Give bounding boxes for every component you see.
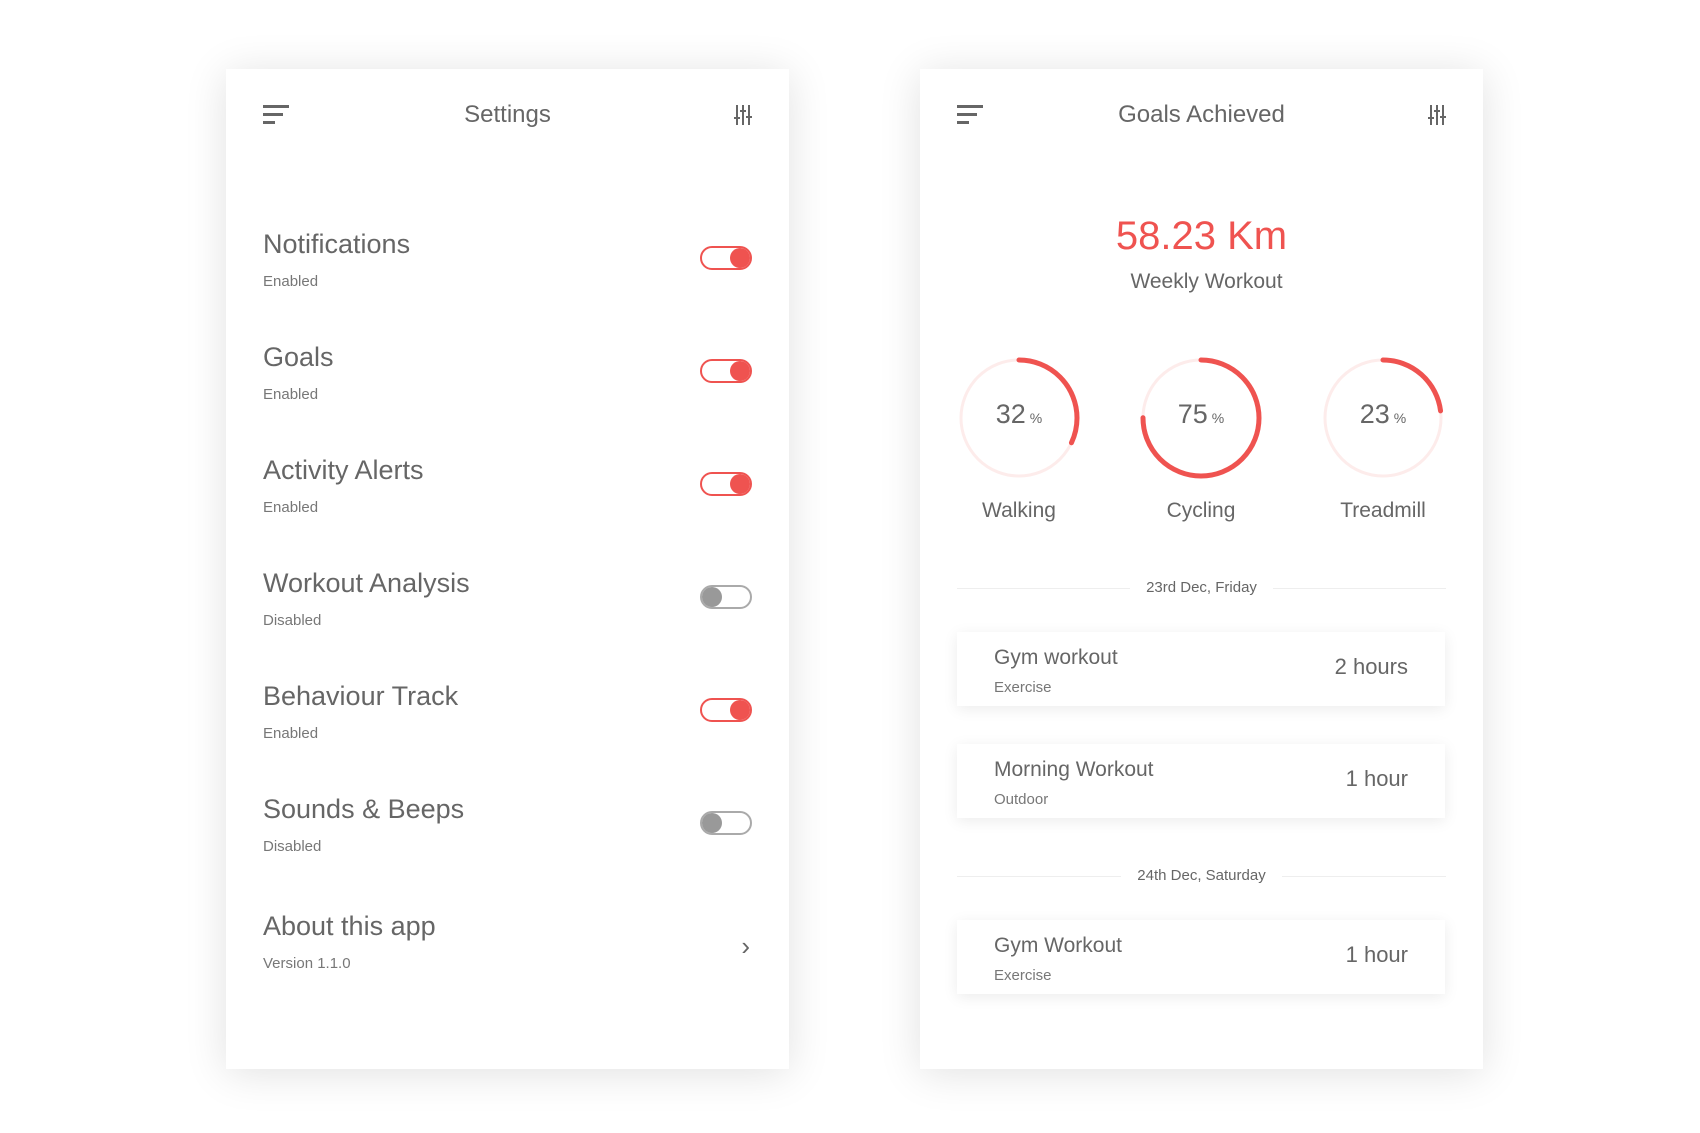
- setting-label: Activity Alerts: [263, 455, 424, 485]
- setting-toggle[interactable]: [700, 585, 752, 609]
- workout-title: Morning Workout: [994, 758, 1154, 781]
- about-app-row[interactable]: About this app Version 1.1.0 ›: [263, 911, 752, 991]
- date-divider: 23rd Dec, Friday: [957, 578, 1446, 598]
- setting-row: Behaviour Track Enabled: [263, 681, 752, 761]
- menu-icon[interactable]: [263, 105, 289, 125]
- workout-duration: 2 hours: [1334, 654, 1408, 679]
- goals-screen: Goals Achieved 58.23 Km Weekly Workout 3…: [920, 69, 1483, 1069]
- ring-label: Walking: [982, 499, 1056, 522]
- settings-screen: Settings Notifications Enabled Goals Ena…: [226, 69, 789, 1069]
- workout-card[interactable]: Gym workout Exercise 2 hours: [957, 632, 1445, 706]
- setting-toggle[interactable]: [700, 472, 752, 496]
- setting-status: Disabled: [263, 838, 322, 855]
- weekly-distance-label: Weekly Workout: [1130, 270, 1283, 293]
- setting-status: Enabled: [263, 386, 319, 403]
- setting-status: Enabled: [263, 273, 319, 290]
- toggle-knob: [730, 248, 750, 268]
- ring-label: Cycling: [1166, 499, 1236, 522]
- ring-progress: [1322, 357, 1444, 479]
- ring-label: Treadmill: [1340, 499, 1426, 522]
- toggle-knob: [730, 361, 750, 381]
- ring-percent: 75%: [1177, 399, 1225, 429]
- page-title: Settings: [464, 101, 551, 128]
- filter-icon[interactable]: [1428, 105, 1446, 125]
- version-label: Version 1.1.0: [263, 955, 351, 972]
- workout-title: Gym Workout: [994, 934, 1122, 957]
- about-label: About this app: [263, 911, 436, 941]
- filter-icon[interactable]: [734, 105, 752, 125]
- setting-status: Disabled: [263, 612, 322, 629]
- toggle-knob: [730, 700, 750, 720]
- weekly-distance: 58.23 Km: [1115, 214, 1288, 258]
- ring-percent: 23%: [1359, 399, 1407, 429]
- setting-label: Sounds & Beeps: [263, 794, 465, 824]
- workout-type: Exercise: [994, 679, 1052, 696]
- progress-ring: 75%: [1136, 353, 1266, 483]
- setting-label: Goals: [263, 342, 334, 372]
- workout-duration: 1 hour: [1345, 942, 1408, 967]
- workout-title: Gym workout: [994, 646, 1118, 669]
- date-divider: 24th Dec, Saturday: [957, 866, 1446, 886]
- workout-duration: 1 hour: [1345, 766, 1408, 791]
- setting-status: Enabled: [263, 725, 319, 742]
- toggle-knob: [702, 587, 722, 607]
- workout-type: Exercise: [994, 967, 1052, 984]
- setting-row: Activity Alerts Enabled: [263, 455, 752, 535]
- workout-type: Outdoor: [994, 791, 1049, 808]
- setting-label: Workout Analysis: [263, 568, 470, 598]
- ring-percent: 32%: [995, 399, 1043, 429]
- setting-status: Enabled: [263, 499, 319, 516]
- setting-toggle[interactable]: [700, 359, 752, 383]
- workout-card[interactable]: Morning Workout Outdoor 1 hour: [957, 744, 1445, 818]
- setting-toggle[interactable]: [700, 246, 752, 270]
- page-title: Goals Achieved: [1118, 101, 1285, 128]
- setting-row: Workout Analysis Disabled: [263, 568, 752, 648]
- setting-row: Notifications Enabled: [263, 229, 752, 309]
- setting-label: Notifications: [263, 229, 411, 259]
- setting-row: Goals Enabled: [263, 342, 752, 422]
- toggle-knob: [730, 474, 750, 494]
- workout-card[interactable]: Gym Workout Exercise 1 hour: [957, 920, 1445, 994]
- date-label: 23rd Dec, Friday: [1130, 578, 1273, 598]
- setting-toggle[interactable]: [700, 698, 752, 722]
- menu-icon[interactable]: [957, 105, 983, 125]
- progress-ring: 32%: [954, 353, 1084, 483]
- setting-row: Sounds & Beeps Disabled: [263, 794, 752, 874]
- date-label: 24th Dec, Saturday: [1121, 866, 1282, 886]
- toggle-knob: [702, 813, 722, 833]
- chevron-right-icon: ›: [741, 931, 750, 961]
- ring-progress: [958, 357, 1080, 479]
- ring-progress: [1140, 357, 1262, 479]
- setting-toggle[interactable]: [700, 811, 752, 835]
- setting-label: Behaviour Track: [263, 681, 459, 711]
- progress-ring: 23%: [1318, 353, 1448, 483]
